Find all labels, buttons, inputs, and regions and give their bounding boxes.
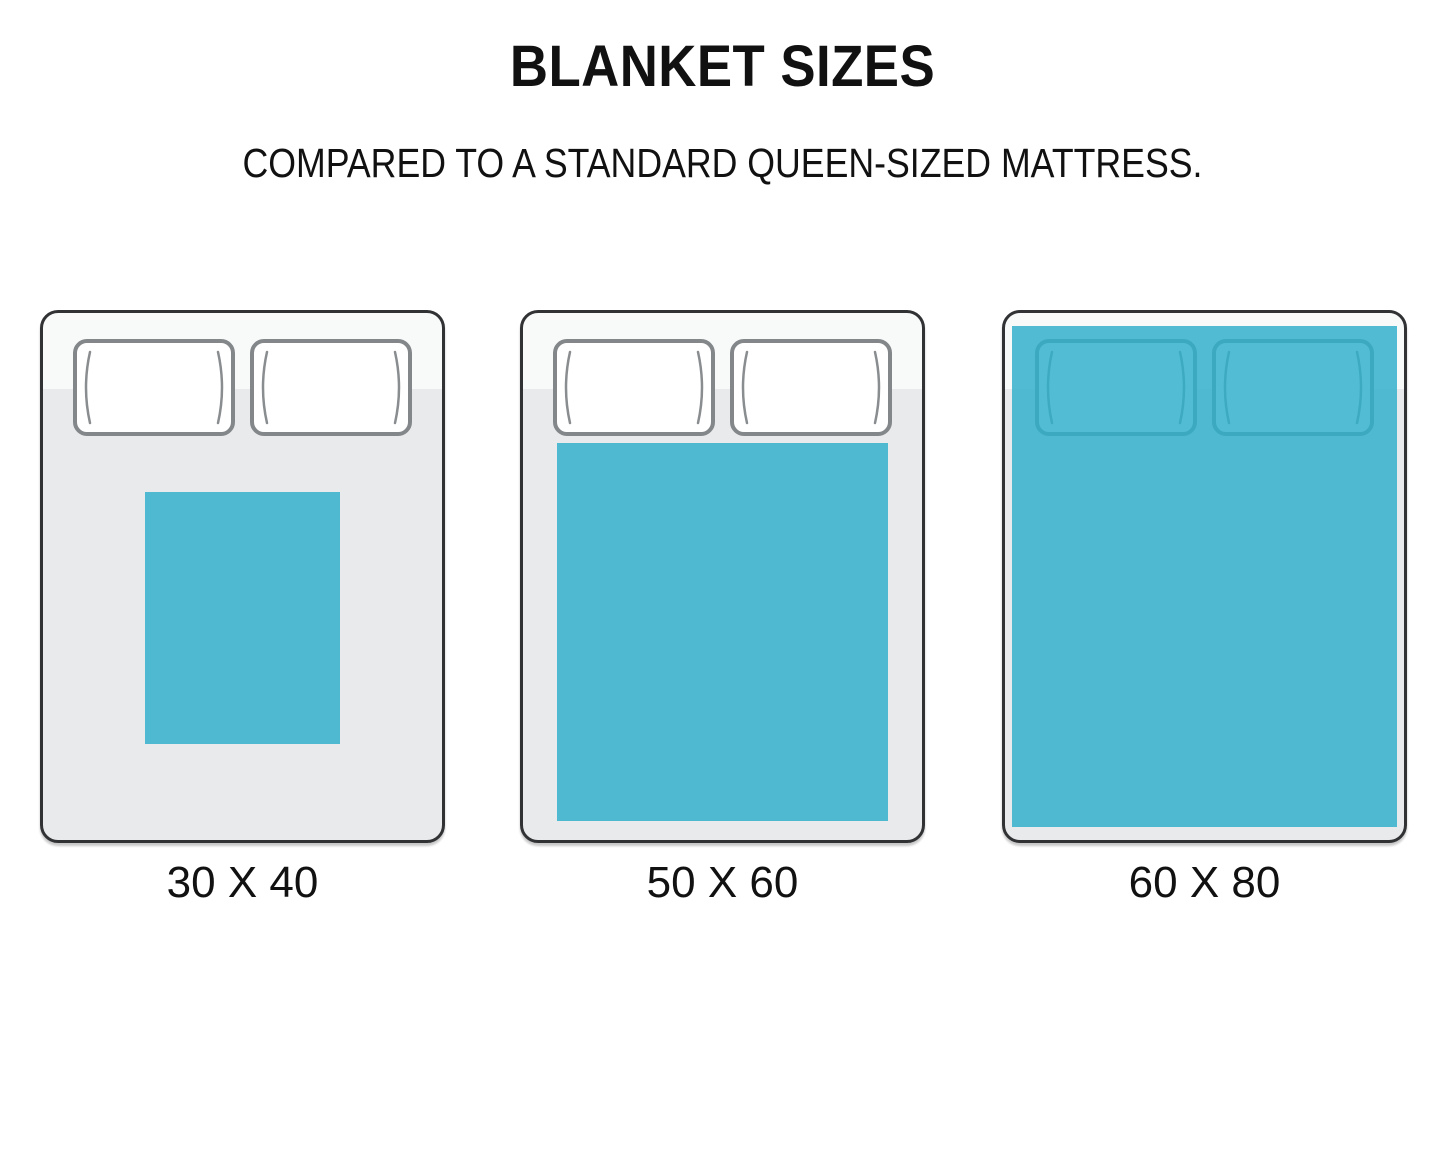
pillow-left (73, 339, 235, 436)
page-subtitle: COMPARED TO A STANDARD QUEEN-SIZED MATTR… (242, 140, 1203, 186)
pillow-left (553, 339, 715, 436)
blanket-overlay-50x60 (557, 443, 888, 821)
blanket-overlay-30x40 (145, 492, 340, 744)
blanket-overlay-60x80 (1012, 326, 1397, 827)
pillow-right (730, 339, 892, 436)
page-title: BLANKET SIZES (509, 34, 936, 99)
size-label: 60 X 80 (1128, 858, 1281, 907)
queen-mattress (520, 310, 925, 843)
queen-mattress (40, 310, 445, 843)
queen-mattress (1002, 310, 1407, 843)
size-label: 30 X 40 (166, 858, 319, 907)
bed-figure-30x40: 30 X 40 (40, 310, 445, 905)
pillow-seam-icon (84, 350, 224, 425)
pillow-seam-icon (741, 350, 881, 425)
pillow-right (250, 339, 412, 436)
bed-figure-60x80: 60 X 80 (1002, 310, 1407, 905)
pillow-seam-icon (261, 350, 401, 425)
bed-figure-50x60: 50 X 60 (520, 310, 925, 905)
pillow-seam-icon (564, 350, 704, 425)
size-label: 50 X 60 (646, 858, 799, 907)
